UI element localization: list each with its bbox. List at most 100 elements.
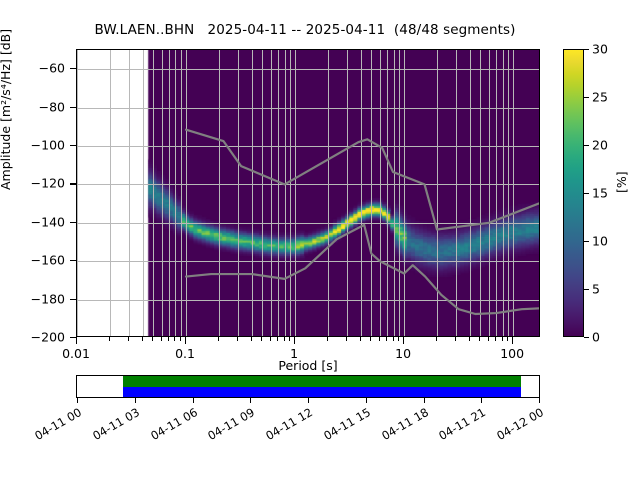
x-tick-major bbox=[403, 337, 405, 344]
x-tick-minor bbox=[495, 337, 497, 341]
timeline-tick bbox=[134, 398, 136, 403]
nhnm-curve bbox=[184, 128, 539, 231]
x-tick-major bbox=[76, 337, 78, 344]
grid-line-horizontal bbox=[77, 184, 539, 186]
timeline-tick bbox=[308, 398, 310, 403]
timeline-tick bbox=[539, 398, 541, 403]
y-tick bbox=[69, 145, 76, 147]
timeline-date-label: 04-12 00 bbox=[494, 405, 546, 443]
x-tick-minor bbox=[174, 337, 176, 341]
grid-line-vertical bbox=[262, 50, 264, 336]
timeline-date-label: 04-11 18 bbox=[378, 405, 431, 443]
y-tick-label: −180 bbox=[30, 291, 65, 307]
grid-line-horizontal bbox=[77, 69, 539, 71]
x-tick-major bbox=[185, 337, 187, 344]
x-tick-minor bbox=[479, 337, 481, 341]
y-tick bbox=[69, 221, 76, 223]
x-tick-minor bbox=[277, 337, 279, 341]
y-tick-label: −120 bbox=[30, 175, 65, 191]
x-tick-minor bbox=[378, 337, 380, 341]
grid-line-vertical bbox=[404, 50, 406, 336]
y-tick-label: −60 bbox=[38, 60, 65, 76]
grid-line-vertical bbox=[109, 50, 111, 336]
grid-line-vertical bbox=[129, 50, 131, 336]
y-tick bbox=[69, 260, 76, 262]
y-tick-label: −160 bbox=[30, 252, 65, 268]
timeline-tick bbox=[250, 398, 252, 403]
grid-line-vertical bbox=[142, 50, 144, 336]
x-tick-minor bbox=[346, 337, 348, 341]
data-coverage-bar bbox=[123, 376, 522, 387]
grid-line-vertical bbox=[513, 50, 515, 336]
colorbar bbox=[563, 49, 584, 337]
colorbar-tick bbox=[584, 289, 589, 291]
grid-line-vertical bbox=[218, 50, 220, 336]
colorbar-tick-label: 0 bbox=[592, 329, 600, 345]
grid-line-horizontal bbox=[77, 107, 539, 109]
x-tick-minor bbox=[455, 337, 457, 341]
x-tick-minor bbox=[128, 337, 130, 341]
x-tick-label: 10 bbox=[395, 346, 412, 361]
grid-line-vertical bbox=[508, 50, 510, 336]
grid-line-vertical bbox=[360, 50, 362, 336]
y-tick bbox=[69, 337, 76, 339]
x-axis-label: Period [s] bbox=[278, 358, 338, 373]
x-tick-minor bbox=[326, 337, 328, 341]
grid-line-vertical bbox=[295, 50, 297, 336]
colorbar-tick bbox=[584, 337, 589, 339]
grid-line-vertical bbox=[77, 50, 78, 336]
colorbar-tick-label: 15 bbox=[592, 185, 608, 201]
timeline-date-label: 04-11 06 bbox=[147, 405, 200, 443]
x-tick-minor bbox=[386, 337, 388, 341]
grid-line-horizontal bbox=[77, 299, 539, 301]
grid-line-vertical bbox=[251, 50, 253, 336]
colorbar-tick-label: 25 bbox=[592, 89, 608, 105]
x-tick-minor bbox=[237, 337, 239, 341]
x-tick-minor bbox=[160, 337, 162, 341]
colorbar-tick-label: 30 bbox=[592, 41, 608, 57]
timeline-date-label: 04-11 09 bbox=[205, 405, 258, 443]
grid-line-vertical bbox=[181, 50, 183, 336]
timeline-inner bbox=[77, 376, 539, 397]
x-tick-major bbox=[512, 337, 514, 344]
timeline-axes bbox=[76, 375, 540, 398]
x-tick-minor bbox=[269, 337, 271, 341]
y-tick-label: −100 bbox=[30, 137, 65, 153]
x-tick-minor bbox=[507, 337, 509, 341]
grid-line-vertical bbox=[278, 50, 280, 336]
x-tick-minor bbox=[152, 337, 154, 341]
ppsd-plot-axes bbox=[76, 49, 540, 337]
grid-line-vertical bbox=[175, 50, 177, 336]
x-tick-minor bbox=[289, 337, 291, 341]
grid-line-vertical bbox=[387, 50, 389, 336]
timeline-date-label: 04-11 03 bbox=[89, 405, 142, 443]
timeline-date-label: 04-11 12 bbox=[263, 405, 315, 443]
timeline-tick bbox=[365, 398, 367, 403]
grid-line-vertical bbox=[238, 50, 240, 336]
x-tick-label: 100 bbox=[500, 346, 525, 361]
timeline-date-label: 04-11 21 bbox=[436, 405, 489, 443]
colorbar-label: [%] bbox=[614, 171, 629, 193]
x-tick-minor bbox=[392, 337, 394, 341]
x-tick-label: 0.01 bbox=[62, 346, 90, 361]
grid-line-vertical bbox=[488, 50, 490, 336]
grid-line-vertical bbox=[496, 50, 498, 336]
x-tick-minor bbox=[283, 337, 285, 341]
grid-line-vertical bbox=[270, 50, 272, 336]
x-tick-label: 1 bbox=[290, 346, 299, 361]
y-axis-label: Amplitude [m²/s⁴/Hz] [dB] bbox=[0, 28, 13, 190]
y-tick-label: −80 bbox=[38, 99, 65, 115]
colorbar-tick-label: 10 bbox=[592, 233, 608, 249]
grid-line-vertical bbox=[290, 50, 292, 336]
x-tick-minor bbox=[501, 337, 503, 341]
x-tick-minor bbox=[261, 337, 263, 341]
y-tick-label: −140 bbox=[30, 214, 65, 230]
colorbar-gradient bbox=[564, 50, 583, 336]
x-tick-minor bbox=[250, 337, 252, 341]
grid-line-vertical bbox=[393, 50, 395, 336]
y-tick bbox=[69, 298, 76, 300]
grid-line-vertical bbox=[186, 50, 188, 336]
grid-line-vertical bbox=[161, 50, 163, 336]
colorbar-tick-label: 20 bbox=[592, 137, 608, 153]
x-tick-minor bbox=[108, 337, 110, 341]
